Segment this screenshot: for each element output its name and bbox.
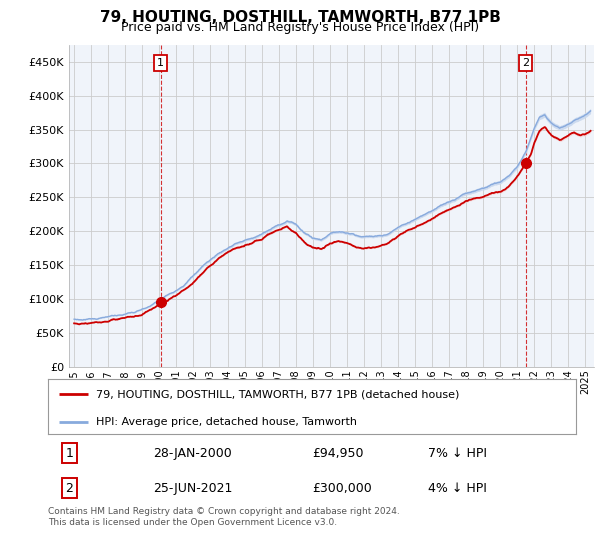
Text: 79, HOUTING, DOSTHILL, TAMWORTH, B77 1PB: 79, HOUTING, DOSTHILL, TAMWORTH, B77 1PB	[100, 10, 500, 25]
Text: 2: 2	[522, 58, 529, 68]
Text: 28-JAN-2000: 28-JAN-2000	[154, 446, 232, 460]
Text: £94,950: £94,950	[312, 446, 364, 460]
Text: 1: 1	[65, 446, 73, 460]
Text: 25-JUN-2021: 25-JUN-2021	[154, 482, 233, 495]
Text: 4% ↓ HPI: 4% ↓ HPI	[428, 482, 487, 495]
Text: £300,000: £300,000	[312, 482, 372, 495]
Text: 79, HOUTING, DOSTHILL, TAMWORTH, B77 1PB (detached house): 79, HOUTING, DOSTHILL, TAMWORTH, B77 1PB…	[95, 390, 459, 399]
Text: 7% ↓ HPI: 7% ↓ HPI	[428, 446, 487, 460]
Text: HPI: Average price, detached house, Tamworth: HPI: Average price, detached house, Tamw…	[95, 417, 356, 427]
Text: 1: 1	[157, 58, 164, 68]
Text: Contains HM Land Registry data © Crown copyright and database right 2024.
This d: Contains HM Land Registry data © Crown c…	[48, 507, 400, 527]
Text: Price paid vs. HM Land Registry's House Price Index (HPI): Price paid vs. HM Land Registry's House …	[121, 21, 479, 34]
Text: 2: 2	[65, 482, 73, 495]
